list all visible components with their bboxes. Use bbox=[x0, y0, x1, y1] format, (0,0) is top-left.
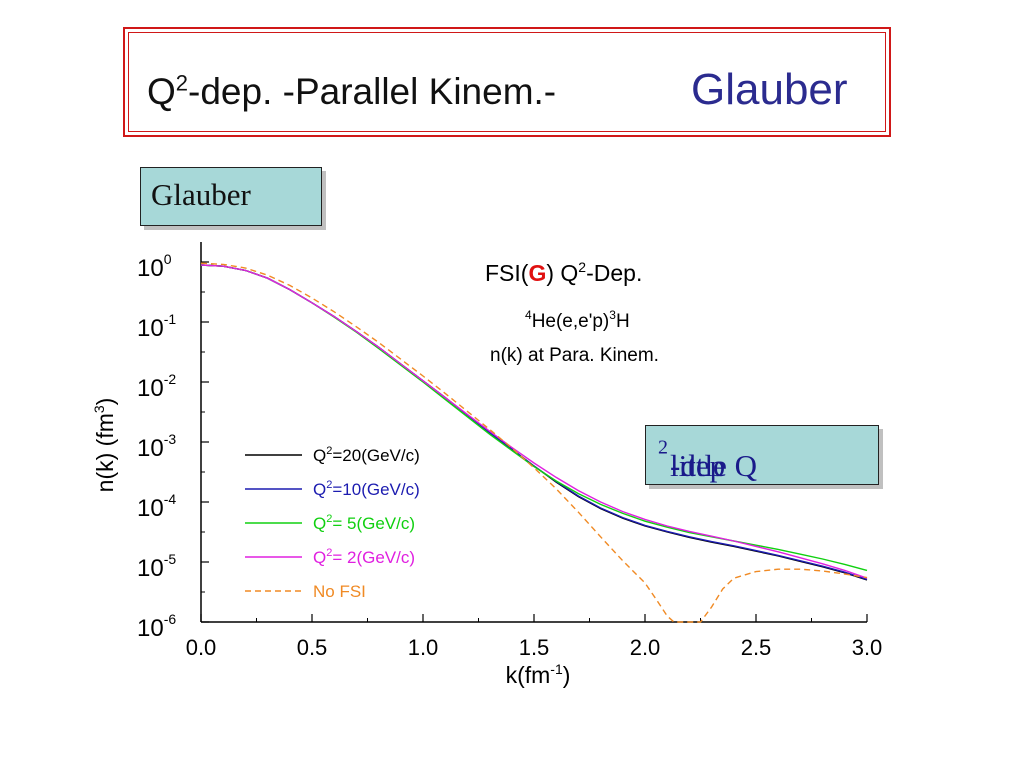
legend-entry: Q2= 5(GeV/c) bbox=[313, 513, 415, 533]
x-tick-label: 2.5 bbox=[741, 635, 772, 660]
legend-entry: Q2=10(GeV/c) bbox=[313, 479, 420, 499]
little-q2-dep-box: little Q 2 -dep bbox=[645, 425, 879, 485]
series-line-5 bbox=[200, 262, 868, 623]
y-tick-label: 10-4 bbox=[137, 491, 176, 522]
x-tick-label: 1.5 bbox=[519, 635, 550, 660]
y-tick-label: 10-3 bbox=[137, 431, 176, 462]
y-tick-label: 10-1 bbox=[137, 311, 176, 342]
legend-entry: Q2=20(GeV/c) bbox=[313, 445, 420, 465]
glauber-label: Glauber bbox=[151, 177, 251, 212]
y-tick-label: 10-6 bbox=[137, 611, 176, 642]
slide-title: Q2-dep. -Parallel Kinem.- bbox=[147, 70, 557, 112]
annotation-fsi: FSI(G) Q2-Dep. bbox=[485, 259, 642, 286]
little-q2-dep-label: little Q 2 -dep bbox=[658, 436, 757, 483]
annotation-kinematics: n(k) at Para. Kinem. bbox=[490, 345, 659, 366]
x-tick-label: 3.0 bbox=[852, 635, 883, 660]
y-tick-label: 10-5 bbox=[137, 551, 176, 582]
x-tick-label: 2.0 bbox=[630, 635, 661, 660]
series-lines bbox=[200, 262, 868, 623]
y-ticks: 100 10-1 10-2 10-3 10-4 10-5 10-6 bbox=[137, 251, 209, 642]
x-tick-label: 1.0 bbox=[408, 635, 439, 660]
glauber-label-box: Glauber bbox=[140, 167, 322, 226]
title-frame: Q2-dep. -Parallel Kinem.- Glauber bbox=[123, 27, 891, 137]
y-tick-label: 100 bbox=[137, 251, 172, 282]
x-tick-label: 0.0 bbox=[186, 635, 217, 660]
title-frame-inner bbox=[128, 32, 886, 132]
x-axis-label: k(fm-1) bbox=[506, 661, 571, 688]
y-tick-label: 10-2 bbox=[137, 371, 176, 402]
legend: Q2=20(GeV/c) Q2=10(GeV/c) Q2= 5(GeV/c) Q2= … bbox=[245, 445, 420, 601]
slide-title-accent: Glauber bbox=[691, 65, 848, 114]
annotation-reaction: 4He(e,e'p)3H bbox=[525, 308, 630, 332]
legend-entry: Q2= 2(GeV/c) bbox=[313, 547, 415, 567]
x-tick-label: 0.5 bbox=[297, 635, 328, 660]
series-line-4 bbox=[200, 264, 868, 579]
y-axis-label: n(k) (fm3) bbox=[91, 398, 118, 493]
legend-entry: No FSI bbox=[313, 582, 366, 601]
x-ticks: 0.0 0.5 1.0 1.5 2.0 2.5 3.0 bbox=[186, 614, 883, 660]
